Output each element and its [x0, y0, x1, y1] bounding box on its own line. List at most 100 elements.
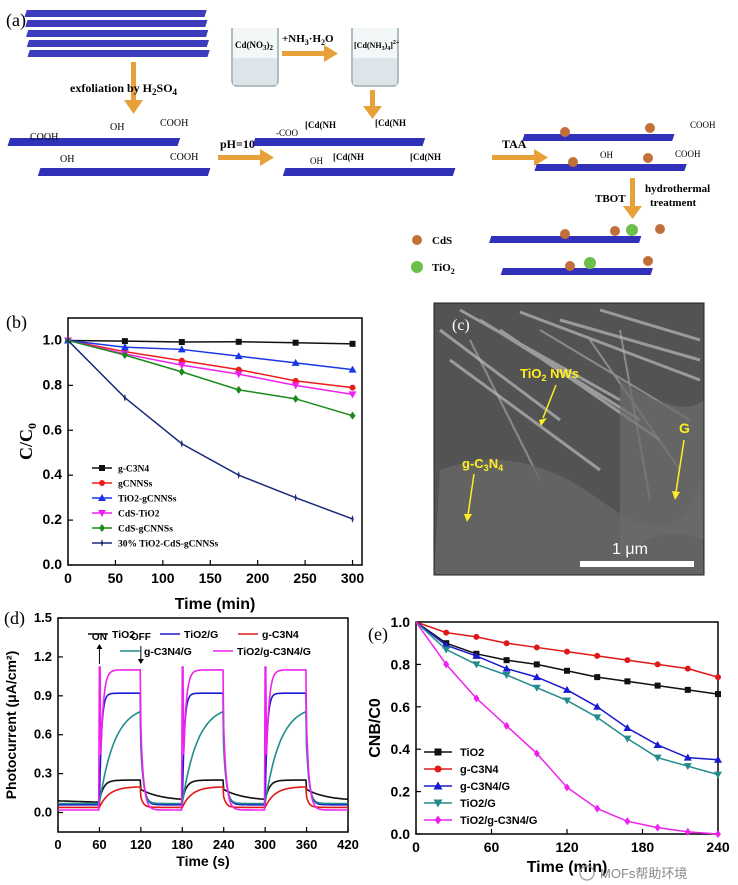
on-arrow-head [96, 644, 103, 649]
data-point [473, 633, 480, 640]
legend-marker [433, 799, 443, 808]
data-point [443, 629, 450, 636]
y-axis-title: CNB/C0 [367, 698, 384, 758]
panel-c-label: (c) [452, 317, 470, 334]
y-tick-label: 0.6 [43, 421, 63, 437]
series-line [67, 339, 353, 371]
data-point [121, 351, 128, 360]
group-oh-4: OH [600, 150, 613, 160]
arrow-right-taa [492, 149, 548, 166]
y-tick-label: 0.2 [391, 784, 411, 800]
data-point [502, 664, 511, 672]
group-oh-1: OH [110, 122, 124, 133]
series-line [67, 339, 353, 396]
y-tick-label: 0.8 [43, 376, 63, 392]
x-tick-label: 120 [130, 837, 152, 852]
data-point [653, 754, 662, 762]
y-tick-label: 0.4 [391, 741, 411, 757]
label-gc3n4: g-C3N4 [462, 456, 503, 473]
y-tick-label: 1.5 [34, 610, 52, 625]
x-tick-label: 360 [296, 837, 318, 852]
svg-text:TiO2: TiO2 [432, 262, 455, 276]
data-point [624, 817, 631, 826]
legend-marker [98, 494, 106, 501]
x-tick-label: 240 [213, 837, 235, 852]
data-point [351, 514, 354, 523]
data-point [66, 336, 70, 345]
x-tick-label: 150 [199, 570, 223, 586]
beaker-cd-ammine: [Cd(NH3)4]2+ [351, 28, 400, 87]
x-tick-label: 0 [54, 837, 61, 852]
plot-frame [67, 317, 363, 566]
legend-label: TiO2/G [460, 798, 496, 810]
series-line [67, 339, 353, 345]
data-point [348, 391, 357, 399]
data-point [594, 652, 601, 659]
data-point [472, 651, 481, 659]
series-TiO2 [415, 621, 721, 698]
x-axis-title: Time (min) [527, 859, 608, 876]
legend-label: 30% TiO2-CdS-gCNNSs [118, 540, 219, 550]
data-point [684, 686, 691, 693]
y-tick-label: 0.4 [43, 466, 63, 482]
legend-label: CdS-TiO2 [118, 510, 160, 520]
data-point [624, 657, 631, 664]
series-line [67, 339, 353, 520]
x-tick-label: 60 [92, 837, 106, 852]
data-point [654, 682, 661, 689]
hydrothermal-label: hydrothermal [645, 183, 710, 195]
data-point [503, 721, 510, 730]
data-point [442, 646, 451, 654]
y-axis-title: C/C0 [16, 423, 39, 460]
scale-bar-label: 1 μm [612, 541, 648, 558]
y-tick-label: 0.0 [391, 826, 411, 842]
data-point [123, 393, 127, 402]
group-cooh-4: COOH [690, 120, 716, 130]
group-cooh-5: COOH [675, 149, 701, 159]
y-axis-title-sub: 0 [25, 423, 39, 429]
series-TiO2/G [58, 692, 348, 806]
data-point [684, 827, 691, 836]
series-TiO2/G [415, 621, 722, 779]
complex-4: [Cd(NH [410, 152, 441, 162]
x-tick-label: 0 [64, 570, 72, 586]
exfoliated-sheets: COOH OH COOH OH COOH [7, 118, 211, 176]
y-tick-label: 1.0 [391, 614, 411, 630]
data-point [623, 735, 632, 743]
data-point [472, 661, 481, 669]
y-tick-label: 0.2 [43, 511, 63, 527]
complexed-sheets: -COO [Cd(NH [Cd(NH OH [Cd(NH [Cd(NH [252, 118, 456, 176]
data-point [502, 672, 511, 679]
beaker-cd-nitrate-label: Cd(NO3)2 [235, 40, 274, 52]
legend-marker [98, 510, 106, 517]
data-point [683, 763, 692, 771]
x-tick-label: 100 [151, 570, 175, 586]
panel-d-label: (d) [4, 608, 25, 629]
x-tick-label: 60 [484, 839, 500, 855]
legend-label: TiO2 [112, 629, 135, 641]
legend-label: gCNNSs [118, 480, 153, 490]
data-point [624, 678, 631, 685]
reagent-label: +NH3·H2O [282, 33, 334, 47]
x-tick-label: 250 [293, 570, 317, 586]
group-cooh-3: COOH [170, 152, 198, 163]
group-cooh-1: COOH [30, 132, 58, 143]
data-point [291, 358, 300, 366]
panel-b-label: (b) [6, 312, 27, 333]
x-tick-label: 0 [412, 839, 420, 855]
legend-label: CdS-gCNNSs [118, 525, 173, 535]
legend-label: TiO2/G [184, 629, 218, 641]
beaker-cd-ammine-label: [Cd(NH3)4]2+ [354, 40, 400, 52]
series-line [415, 621, 719, 695]
y-axis-title: Photocurrent (μA/cm²) [3, 651, 19, 800]
y-tick-label: 0.8 [391, 656, 411, 672]
data-point [177, 345, 186, 353]
complex-1: [Cd(NH [305, 120, 336, 130]
cds-sheets: COOH OH COOH [522, 120, 716, 171]
data-point [292, 339, 299, 346]
data-point [715, 830, 721, 838]
data-point [292, 394, 299, 403]
data-point [593, 714, 602, 722]
complex-3: [Cd(NH [333, 152, 364, 162]
